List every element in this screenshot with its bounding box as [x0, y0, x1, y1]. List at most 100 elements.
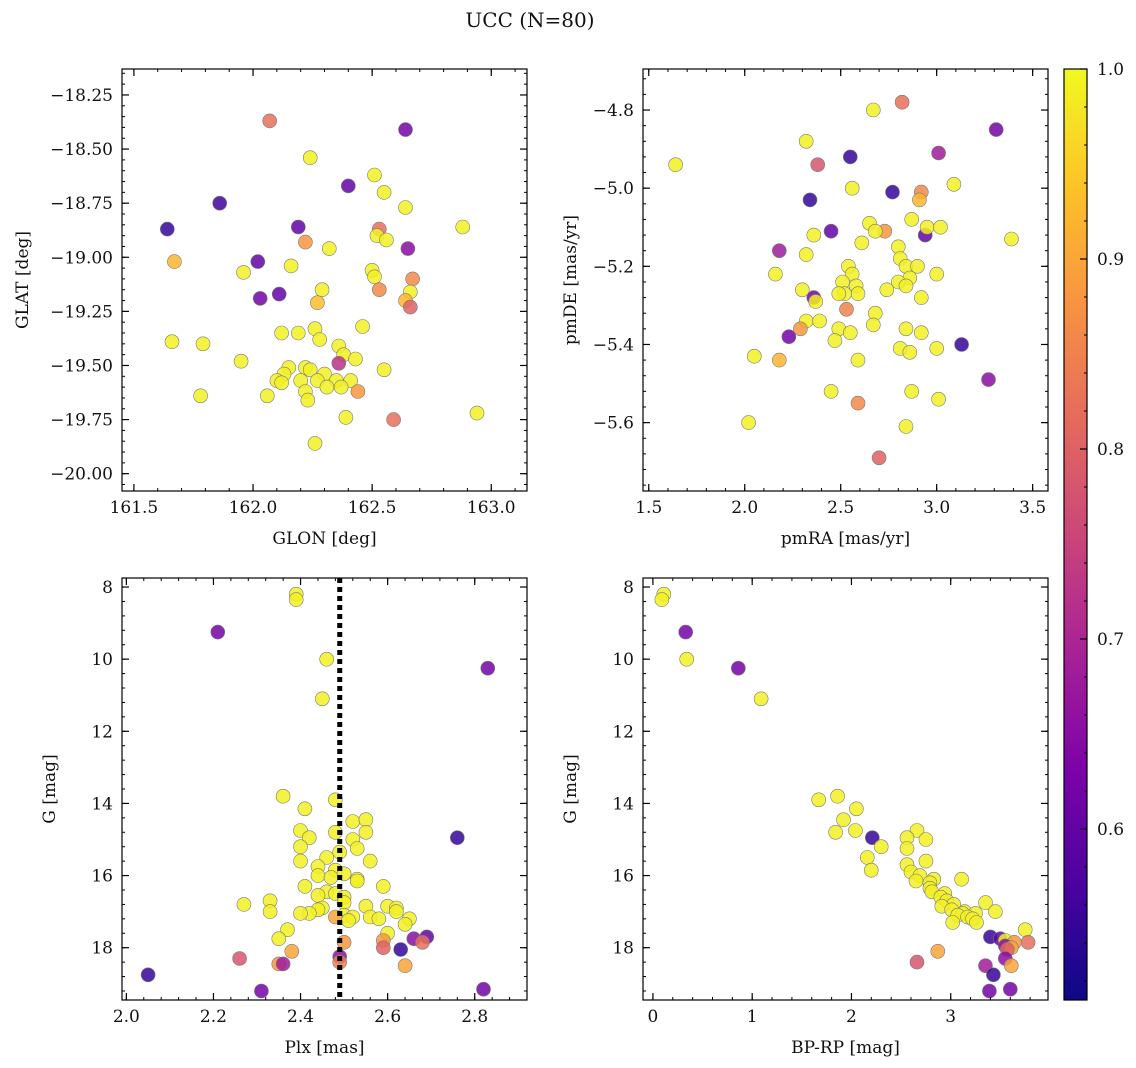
- data-point: [771, 352, 787, 368]
- data-point: [768, 266, 783, 282]
- y-tick-label: −19.00: [50, 248, 113, 268]
- data-point: [402, 299, 418, 315]
- data-point: [753, 691, 769, 707]
- data-point: [873, 839, 889, 855]
- colorbar-tick-label: 0.6: [1097, 820, 1124, 840]
- y-tick-label: −18.75: [50, 194, 113, 214]
- data-point: [375, 879, 391, 894]
- data-point: [839, 301, 854, 317]
- y-tick-label: −5.0: [593, 179, 634, 199]
- x-tick-label: 1: [747, 1007, 758, 1027]
- y-tick-label: 18: [91, 939, 113, 959]
- data-point: [379, 232, 394, 248]
- y-tick-label: −5.4: [593, 335, 634, 355]
- data-point: [371, 282, 387, 298]
- colorbar-tick-label: 0.8: [1097, 440, 1124, 460]
- data-point: [654, 592, 670, 607]
- points-plx_g: [140, 586, 496, 999]
- data-point: [160, 221, 175, 237]
- data-point: [284, 943, 300, 959]
- data-point: [341, 913, 356, 928]
- data-point: [741, 415, 756, 430]
- data-point: [830, 788, 845, 804]
- data-point: [297, 879, 313, 894]
- data-point: [988, 122, 1004, 137]
- panel-plx_g: 2.0 2.2 2.4 2.6 2.8 8 10 12 14 16 18 Plx [mas] G [ma…: [40, 577, 528, 1058]
- data-point: [981, 372, 996, 387]
- data-point: [338, 410, 354, 425]
- data-point: [252, 291, 268, 306]
- data-point: [400, 241, 416, 256]
- data-point: [918, 832, 934, 847]
- data-point: [904, 212, 920, 227]
- data-point: [885, 184, 900, 200]
- data-point: [894, 94, 910, 110]
- data-point: [340, 178, 356, 194]
- data-point: [849, 801, 864, 817]
- colorbar-tick-label: 1.0: [1097, 60, 1124, 80]
- data-point: [771, 243, 787, 258]
- y-tick-label: −19.75: [50, 411, 113, 431]
- x-tick-label: 3.5: [1019, 498, 1046, 518]
- data-point: [929, 266, 945, 282]
- data-point: [275, 956, 291, 972]
- data-point: [307, 436, 323, 451]
- data-point: [397, 958, 413, 974]
- data-point: [913, 290, 929, 305]
- x-tick-label: 162.5: [348, 498, 397, 518]
- data-point: [312, 332, 328, 347]
- data-point: [358, 812, 374, 828]
- data-point: [310, 295, 325, 311]
- points-bprp_g: [654, 586, 1036, 999]
- data-point: [823, 384, 839, 399]
- x-axis-label: GLON [deg]: [272, 529, 376, 549]
- data-point: [931, 391, 946, 407]
- data-point: [931, 145, 946, 161]
- data-point: [449, 830, 465, 846]
- y-tick-label: −18.50: [50, 140, 113, 160]
- data-point: [405, 271, 420, 287]
- points-glon_glat: [160, 113, 485, 451]
- data-point: [398, 122, 413, 137]
- data-point: [415, 934, 430, 950]
- data-point: [865, 317, 881, 333]
- data-point: [274, 325, 289, 341]
- data-point: [982, 983, 997, 999]
- data-point: [259, 388, 275, 404]
- data-point: [827, 333, 843, 348]
- data-point: [836, 812, 851, 828]
- data-point: [899, 841, 915, 856]
- data-point: [232, 951, 247, 966]
- data-point: [293, 839, 308, 855]
- data-point: [844, 180, 860, 196]
- data-point: [274, 375, 289, 391]
- data-point: [167, 254, 182, 269]
- axes-frame: [642, 68, 1049, 492]
- x-tick-label: 2.5: [827, 498, 854, 518]
- data-point: [210, 624, 226, 640]
- y-tick-label: −19.50: [50, 356, 113, 376]
- data-point: [808, 294, 824, 309]
- data-point: [988, 904, 1003, 919]
- data-point: [854, 235, 870, 251]
- data-point: [250, 254, 266, 269]
- data-point: [859, 850, 875, 865]
- data-point: [393, 942, 409, 957]
- data-point: [919, 219, 935, 235]
- data-point: [355, 319, 370, 334]
- data-point: [389, 904, 404, 919]
- panel-glon_glat: 161.5 162.0 162.5 163.0 −20.00 −19.75 −19.50 −1…: [13, 68, 528, 549]
- y-tick-label: 8: [623, 578, 634, 598]
- figure-title: UCC (N=80): [465, 8, 594, 32]
- data-point: [302, 362, 318, 378]
- data-point: [902, 344, 918, 360]
- data-point: [375, 940, 391, 956]
- data-point: [867, 223, 883, 239]
- data-point: [302, 150, 318, 165]
- data-point: [842, 149, 858, 165]
- data-point: [333, 379, 349, 395]
- data-point: [668, 157, 683, 172]
- data-point: [863, 862, 879, 878]
- data-point: [730, 660, 746, 676]
- data-point: [283, 258, 299, 274]
